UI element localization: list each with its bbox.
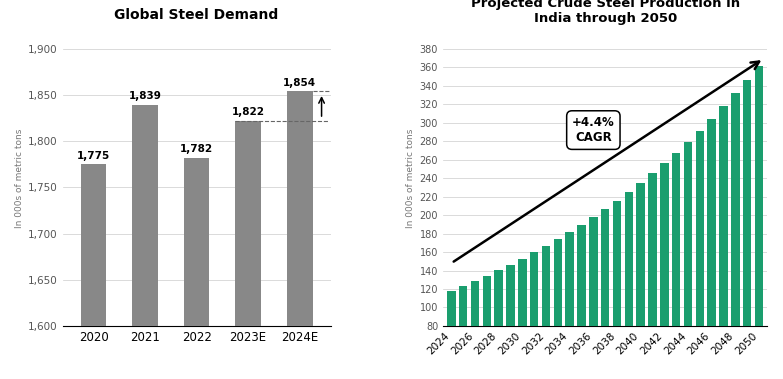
Bar — [287, 91, 312, 379]
Bar — [601, 209, 609, 379]
Bar — [565, 232, 574, 379]
Text: 1,839: 1,839 — [128, 91, 161, 102]
Bar — [672, 153, 680, 379]
Bar — [494, 270, 503, 379]
Bar — [720, 106, 728, 379]
Title: Global Steel Demand: Global Steel Demand — [114, 8, 279, 22]
Text: 1,782: 1,782 — [180, 144, 213, 154]
Bar — [184, 158, 210, 379]
Bar — [613, 200, 621, 379]
Bar — [625, 192, 633, 379]
Bar — [530, 252, 539, 379]
Bar — [132, 105, 158, 379]
Bar — [81, 164, 106, 379]
Bar — [743, 80, 752, 379]
Bar — [459, 286, 467, 379]
Bar — [577, 225, 586, 379]
Y-axis label: In 000s of metric tons: In 000s of metric tons — [15, 128, 23, 228]
Text: 1,854: 1,854 — [283, 78, 316, 88]
Bar — [471, 281, 479, 379]
Bar — [731, 94, 740, 379]
Bar — [589, 217, 597, 379]
Bar — [518, 259, 527, 379]
Y-axis label: In 000s of metric tons: In 000s of metric tons — [406, 128, 416, 228]
Bar — [684, 142, 692, 379]
Bar — [708, 119, 716, 379]
Bar — [695, 131, 704, 379]
Bar — [648, 173, 657, 379]
Bar — [554, 239, 562, 379]
Bar — [447, 291, 456, 379]
Bar — [482, 276, 491, 379]
Title: Projected Crude Steel Production in
India through 2050: Projected Crude Steel Production in Indi… — [471, 0, 740, 25]
Text: 1,775: 1,775 — [77, 150, 110, 161]
Text: 1,822: 1,822 — [232, 107, 265, 117]
Bar — [542, 246, 550, 379]
Bar — [235, 121, 261, 379]
Bar — [507, 265, 514, 379]
Bar — [755, 66, 763, 379]
Bar — [637, 183, 645, 379]
Bar — [660, 163, 669, 379]
Text: +2%: +2% — [0, 378, 1, 379]
Text: +4.4%
CAGR: +4.4% CAGR — [572, 116, 615, 144]
